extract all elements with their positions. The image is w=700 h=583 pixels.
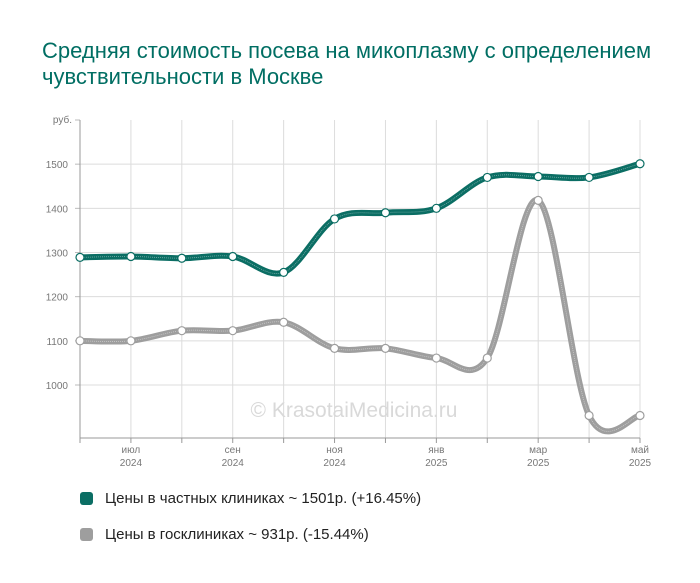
data-point [177, 253, 187, 263]
y-tick-label: 1000 [46, 381, 69, 392]
data-point [431, 353, 441, 363]
data-point [482, 353, 492, 363]
data-point [126, 251, 136, 262]
x-tick-label: ноя [326, 445, 343, 456]
data-point [635, 159, 645, 169]
chart-title: Средняя стоимость посева на микоплазму с… [42, 38, 652, 89]
legend-item-private[interactable]: Цены в частных клиниках ~ 1501р. (+16.45… [80, 490, 421, 507]
legend-label-private: Цены в частных клиниках ~ 1501р. (+16.45… [105, 490, 422, 507]
tick-labels: 1000 1100 1200 1300 1400 1500 руб. июл 2024 сен 20… [46, 114, 652, 469]
watermark: © KrasotaiMedicina.ru [251, 399, 458, 422]
data-point [533, 195, 543, 205]
x-tick-label: сен [225, 445, 241, 456]
x-tick-year: 2024 [120, 458, 143, 469]
x-tick-label: мар [529, 445, 547, 456]
data-point [177, 326, 187, 336]
x-tick-year: 2025 [629, 458, 652, 469]
data-point [75, 252, 85, 262]
data-point [584, 172, 594, 183]
data-point [126, 336, 136, 346]
series-line-1 [80, 197, 643, 435]
data-point [431, 203, 441, 213]
x-tick-label: май [631, 445, 649, 456]
series-line-highlight [80, 199, 641, 432]
y-tick-label: 1400 [46, 204, 69, 215]
data-point [533, 171, 543, 182]
y-tick-label: 1500 [46, 160, 69, 171]
legend-swatch-public [80, 528, 93, 541]
data-point [75, 336, 85, 346]
data-point [329, 214, 340, 224]
x-tick-year: 2024 [222, 458, 245, 469]
data-point [228, 326, 238, 336]
x-tick-label: июл [122, 445, 141, 456]
legend-label-public: Цены в госклиниках ~ 931р. (-15.44%) [105, 526, 369, 543]
y-tick-label: 1300 [46, 249, 69, 260]
axes [75, 119, 641, 443]
data-point [228, 251, 238, 262]
legend-item-public[interactable]: Цены в госклиниках ~ 931р. (-15.44%) [80, 526, 369, 543]
x-tick-label: янв [428, 445, 444, 456]
x-tick-year: 2025 [527, 458, 550, 469]
data-point [482, 172, 492, 183]
grid [79, 120, 641, 438]
y-tick-label: 1100 [46, 337, 68, 348]
data-point [279, 317, 289, 327]
data-point [380, 208, 391, 218]
y-axis-unit: руб. [53, 114, 72, 126]
x-tick-year: 2025 [425, 458, 448, 469]
data-point [279, 267, 289, 277]
legend-swatch-private [80, 492, 93, 505]
data-point [329, 343, 340, 353]
data-point [635, 410, 645, 421]
x-tick-year: 2024 [323, 458, 346, 469]
series-points [75, 159, 645, 421]
series-lines [80, 160, 643, 435]
data-point [380, 343, 391, 353]
y-tick-label: 1200 [46, 293, 69, 304]
data-point [584, 410, 594, 421]
